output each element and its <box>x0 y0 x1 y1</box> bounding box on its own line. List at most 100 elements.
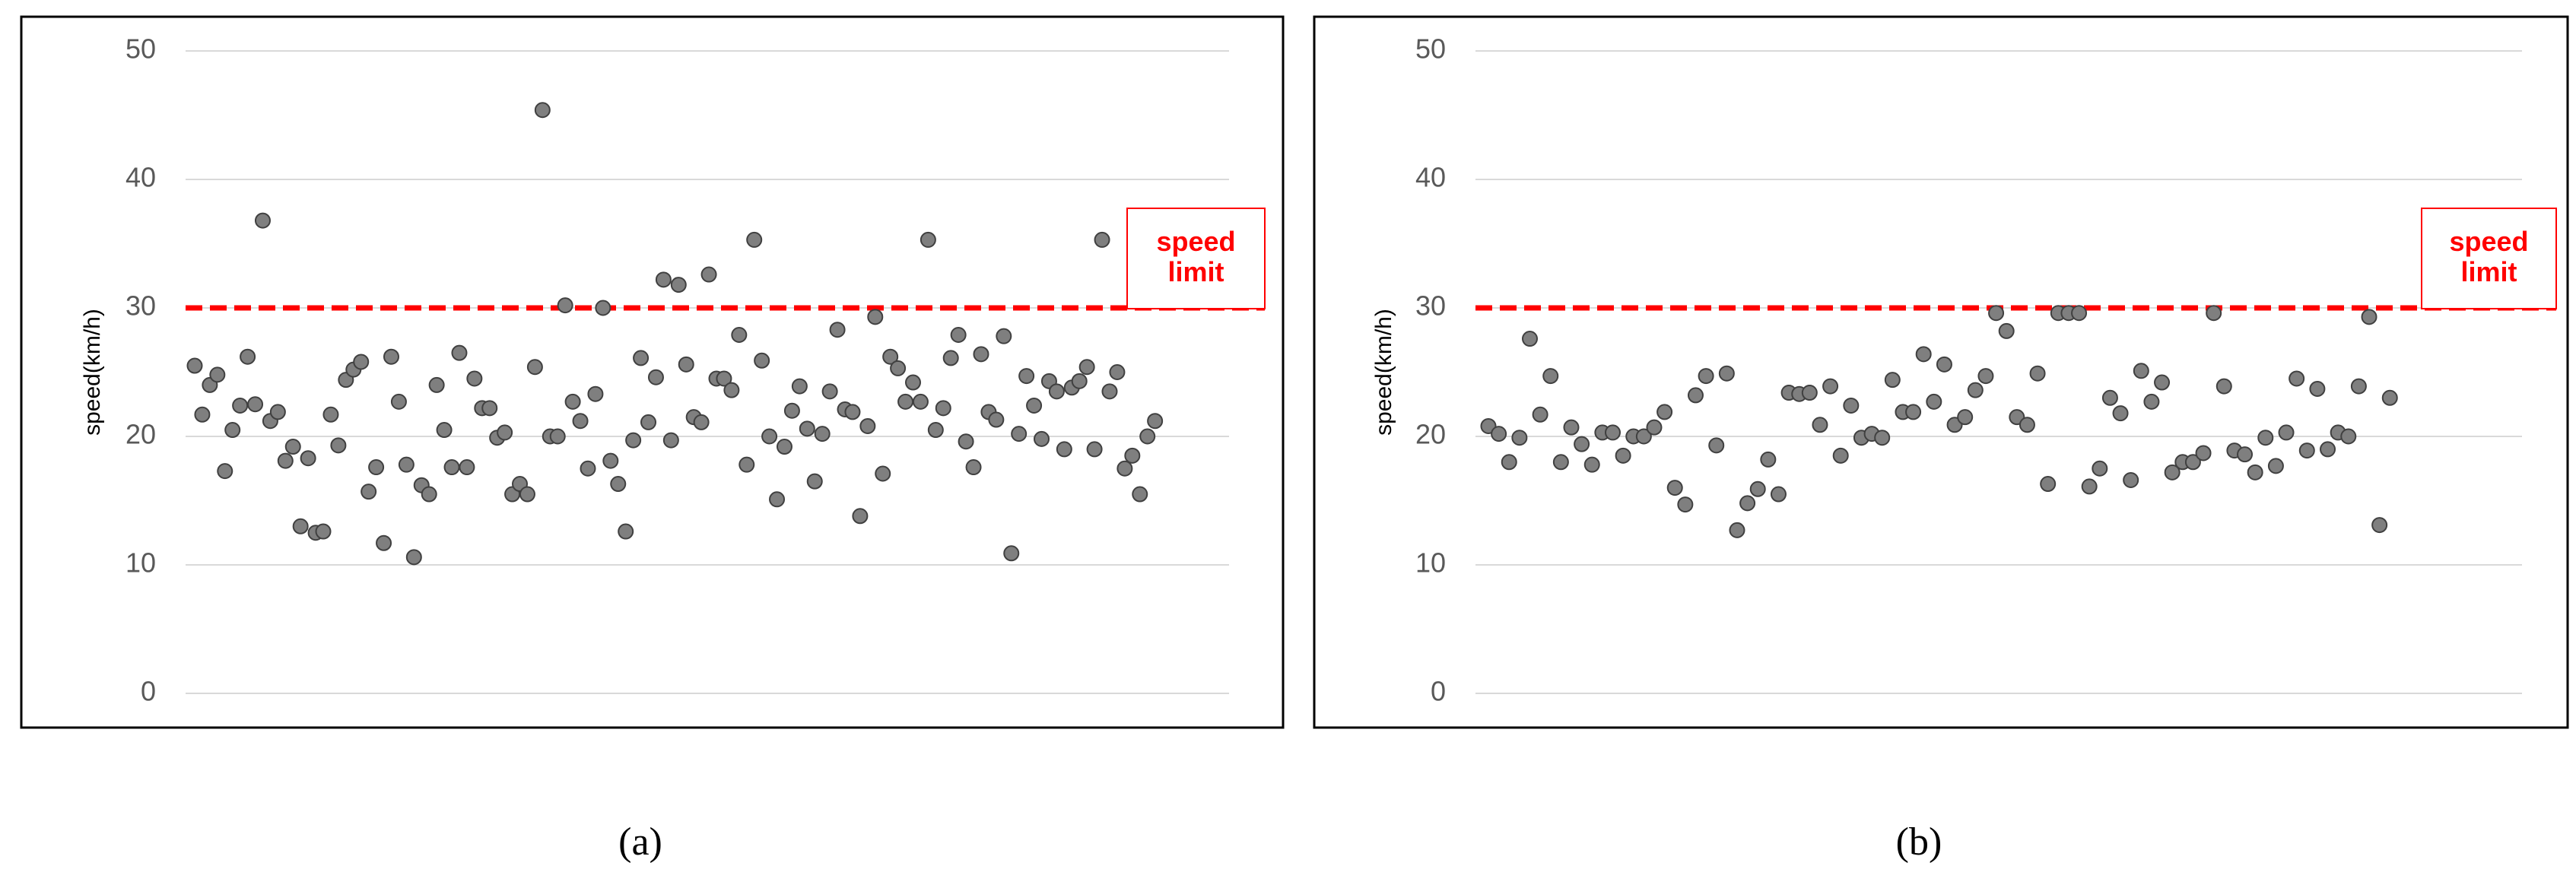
data-point <box>1905 404 1922 420</box>
data-point <box>421 486 437 503</box>
data-point <box>2267 458 2284 474</box>
data-point <box>2361 309 2377 325</box>
data-point <box>1615 447 1631 464</box>
data-point <box>920 231 936 248</box>
data-point <box>254 212 271 229</box>
data-point <box>549 428 566 445</box>
data-point <box>1915 346 1932 363</box>
data-point <box>534 102 551 119</box>
data-point <box>322 406 339 423</box>
data-point <box>1026 397 1043 414</box>
data-point <box>2247 464 2263 480</box>
data-point <box>2112 405 2129 422</box>
data-point <box>383 348 399 365</box>
annotation-box <box>1126 208 1266 309</box>
data-point <box>965 459 982 476</box>
data-point <box>376 534 392 551</box>
data-point <box>776 439 792 455</box>
data-point <box>186 357 203 374</box>
data-point <box>2195 445 2212 461</box>
data-point <box>716 370 732 387</box>
data-point <box>1048 383 1065 400</box>
data-point <box>459 459 475 476</box>
annotation-line: speed <box>2449 226 2528 257</box>
data-point <box>678 356 694 373</box>
data-point <box>670 277 687 293</box>
data-point <box>890 360 907 376</box>
data-point <box>1521 331 1538 347</box>
data-point <box>2019 417 2035 433</box>
data-point <box>443 459 460 476</box>
data-point <box>1094 231 1110 248</box>
data-point <box>2381 389 2398 406</box>
data-point <box>1132 486 1148 503</box>
data-point <box>436 422 453 439</box>
data-point <box>1760 451 1777 468</box>
data-point <box>2081 478 2098 495</box>
data-point <box>950 326 967 343</box>
data-point <box>232 397 249 414</box>
data-point <box>497 424 513 441</box>
data-point <box>2298 442 2315 459</box>
data-point <box>1056 441 1072 458</box>
data-point <box>821 383 838 400</box>
data-point <box>209 366 226 383</box>
data-point <box>958 433 974 450</box>
data-point <box>2237 446 2254 463</box>
data-point <box>2371 517 2388 534</box>
data-point <box>693 414 710 430</box>
data-point <box>640 414 657 430</box>
data-point <box>1749 480 1766 497</box>
data-point <box>2309 380 2326 397</box>
data-point <box>2123 471 2139 488</box>
data-point <box>2278 424 2295 441</box>
data-point <box>1116 460 1133 477</box>
data-point <box>2029 365 2046 382</box>
data-point <box>1604 424 1621 441</box>
data-point <box>1739 495 1756 512</box>
data-point <box>1501 454 1517 471</box>
data-point <box>731 326 748 343</box>
data-point <box>2092 460 2108 477</box>
data-point <box>1926 393 1942 410</box>
data-point <box>224 422 241 439</box>
data-point <box>2133 363 2149 379</box>
data-point <box>1491 426 1507 442</box>
data-point <box>1677 496 1694 513</box>
data-point <box>844 404 861 420</box>
data-point <box>1884 372 1901 388</box>
y-tick-label: 0 <box>1431 676 1446 707</box>
data-point <box>973 346 989 363</box>
data-point <box>761 428 778 445</box>
data-point <box>942 350 959 366</box>
data-point <box>1552 454 1569 471</box>
data-point <box>2257 430 2274 446</box>
data-point <box>1011 426 1028 442</box>
data-point <box>2350 378 2367 395</box>
data-point <box>1801 385 1818 401</box>
chart-frame <box>1313 15 2569 729</box>
data-point <box>2184 454 2201 471</box>
data-point <box>564 393 581 410</box>
data-point <box>754 352 770 369</box>
data-point <box>602 452 619 469</box>
data-point <box>769 491 786 508</box>
annotation: speed limit <box>1156 226 1235 287</box>
data-point <box>791 378 808 395</box>
data-point <box>1635 428 1652 445</box>
annotation-line: limit <box>2460 256 2517 287</box>
data-point <box>1071 373 1088 389</box>
data-point <box>277 452 294 469</box>
data-point <box>1698 368 1714 385</box>
y-tick-label: 20 <box>1415 419 1446 450</box>
data-point <box>1977 368 1994 385</box>
y-tick-label: 40 <box>1415 162 1446 193</box>
data-point <box>580 460 596 477</box>
data-point <box>1147 413 1164 430</box>
data-point <box>2320 441 2336 458</box>
data-point <box>428 376 445 393</box>
y-tick-label: 10 <box>125 547 156 579</box>
data-point <box>398 456 415 473</box>
data-point <box>526 359 543 376</box>
